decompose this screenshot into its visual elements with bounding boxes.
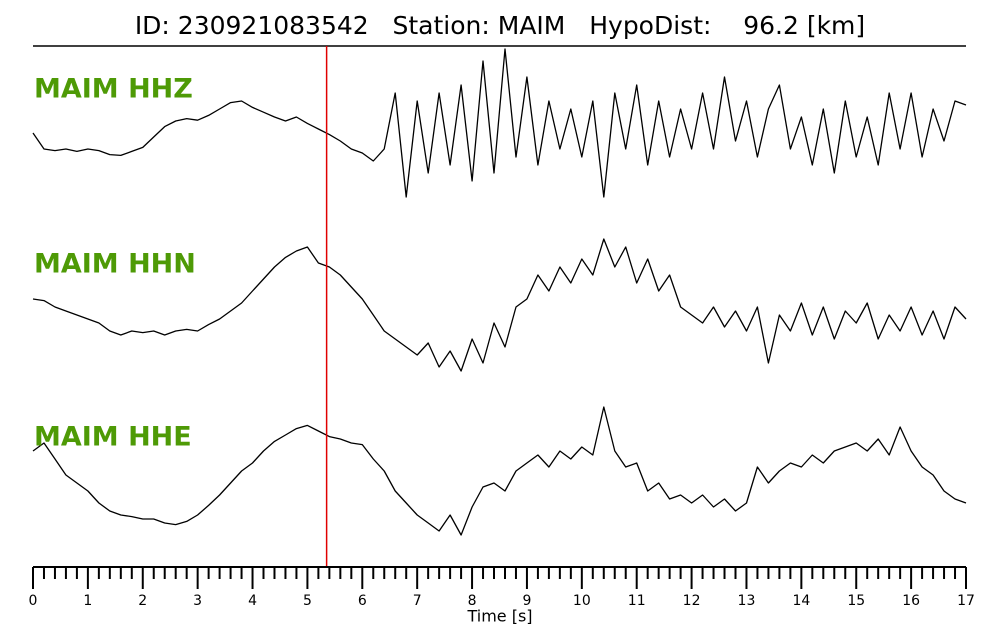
x-tick-label: 17: [957, 593, 975, 609]
x-tick-label: 8: [468, 593, 477, 609]
x-tick-label: 12: [683, 593, 701, 609]
x-tick-label: 11: [628, 593, 646, 609]
trace-label: MAIM HHZ: [34, 74, 193, 105]
trace-label: MAIM HHE: [34, 422, 192, 453]
x-tick-label: 4: [248, 593, 257, 609]
x-tick-label: 1: [83, 593, 92, 609]
x-tick-label: 14: [792, 593, 810, 609]
trace: [32, 406, 967, 536]
x-tick-label: 3: [193, 593, 202, 609]
x-tick-label: 15: [847, 593, 865, 609]
trace: [32, 238, 967, 372]
chart-title: ID: 230921083542 Station: MAIM HypoDist:…: [135, 11, 865, 40]
x-tick-label: 13: [738, 593, 756, 609]
x-tick-label: 10: [573, 593, 591, 609]
x-tick-label: 5: [303, 593, 312, 609]
x-tick-label: 2: [138, 593, 147, 609]
x-tick-label: 9: [522, 593, 531, 609]
x-tick-label: 7: [413, 593, 422, 609]
trace-label: MAIM HHN: [34, 249, 196, 280]
x-tick-label: 0: [29, 593, 38, 609]
x-axis-label: Time [s]: [466, 607, 532, 626]
trace: [32, 48, 967, 198]
x-tick-label: 16: [902, 593, 920, 609]
x-tick-label: 6: [358, 593, 367, 609]
